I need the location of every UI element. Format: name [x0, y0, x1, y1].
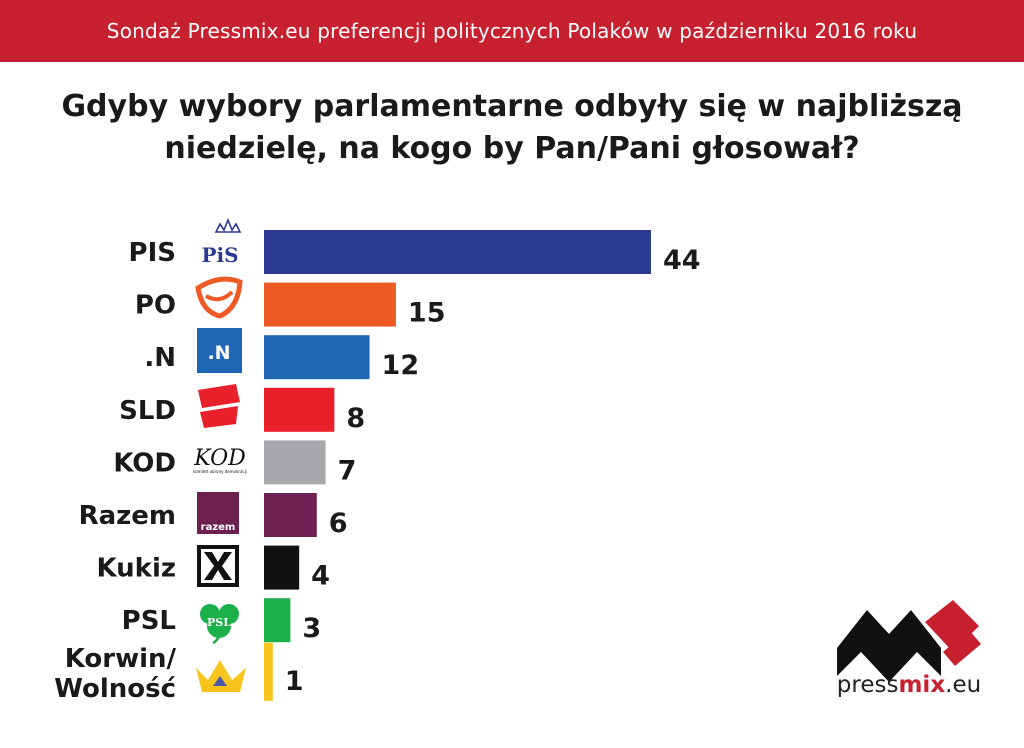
kukiz-logo-icon — [197, 545, 239, 587]
bar-6 — [264, 545, 300, 590]
bar-0 — [264, 230, 651, 274]
bar-3 — [264, 387, 335, 432]
sld-logo-icon — [198, 384, 240, 428]
pis-logo-icon: PiS — [201, 217, 242, 267]
value-label-3: 8 — [346, 403, 365, 434]
bar-5 — [264, 493, 317, 537]
pressmix-wordmark: pressmix.eu — [829, 672, 989, 698]
category-label-4: KOD — [113, 448, 176, 478]
value-label-8: 1 — [285, 666, 304, 697]
bar-4 — [264, 440, 326, 485]
brand-suffix: .eu — [945, 672, 982, 698]
kod-logo-icon: KOD komitet obrony demokracji — [193, 446, 247, 474]
bars: 44 PIS 15 PO 12 .N 8 SLD 7 KOD 6 Razem 4 Kukiz 3 PSL 1 Ko… — [54, 230, 701, 704]
header-title: Sondaż Pressmix.eu preferencji polityczn… — [106, 19, 918, 43]
korwin-crown-icon — [196, 660, 246, 692]
category-label-2: .N — [144, 343, 176, 373]
psl-logo-icon: PSL — [200, 604, 239, 645]
kod-logo-text: KOD — [193, 446, 246, 471]
bar-7 — [264, 598, 291, 643]
value-label-2: 12 — [382, 350, 420, 381]
chart-title: Gdyby wybory parlamentarne odbyły się w … — [61, 89, 963, 166]
bar-1 — [264, 282, 396, 327]
value-label-4: 7 — [338, 455, 357, 486]
value-label-6: 4 — [311, 561, 330, 592]
kod-logo-subtext: komitet obrony demokracji — [193, 469, 247, 474]
pressmix-logo-icon — [837, 600, 981, 682]
value-label-1: 15 — [408, 298, 446, 329]
value-label-5: 6 — [329, 508, 348, 539]
category-label-5: Razem — [79, 501, 176, 531]
category-label-3: SLD — [119, 396, 176, 426]
po-logo-icon — [195, 276, 243, 319]
header-banner: Sondaż Pressmix.eu preferencji polityczn… — [0, 0, 1024, 62]
category-label-7: PSL — [122, 606, 176, 636]
nowoczesna-logo-icon: .N — [197, 328, 242, 373]
pis-logo-text: PiS — [201, 243, 238, 267]
bar-8 — [264, 642, 273, 701]
category-label-1: PO — [135, 291, 176, 321]
razem-logo-text: razem — [201, 522, 236, 533]
category-label-0: PIS — [129, 238, 176, 268]
value-label-7: 3 — [302, 613, 321, 644]
nowoczesna-logo-text: .N — [207, 342, 230, 364]
value-label-0: 44 — [663, 245, 701, 276]
razem-logo-icon: razem — [197, 492, 239, 534]
category-label-8: Korwin/Wolność — [54, 644, 176, 704]
psl-logo-text: PSL — [207, 616, 231, 629]
brand-prefix: press — [836, 672, 899, 698]
category-label-6: Kukiz — [96, 554, 176, 584]
brand-highlight: mix — [898, 672, 946, 698]
bar-2 — [264, 335, 370, 380]
